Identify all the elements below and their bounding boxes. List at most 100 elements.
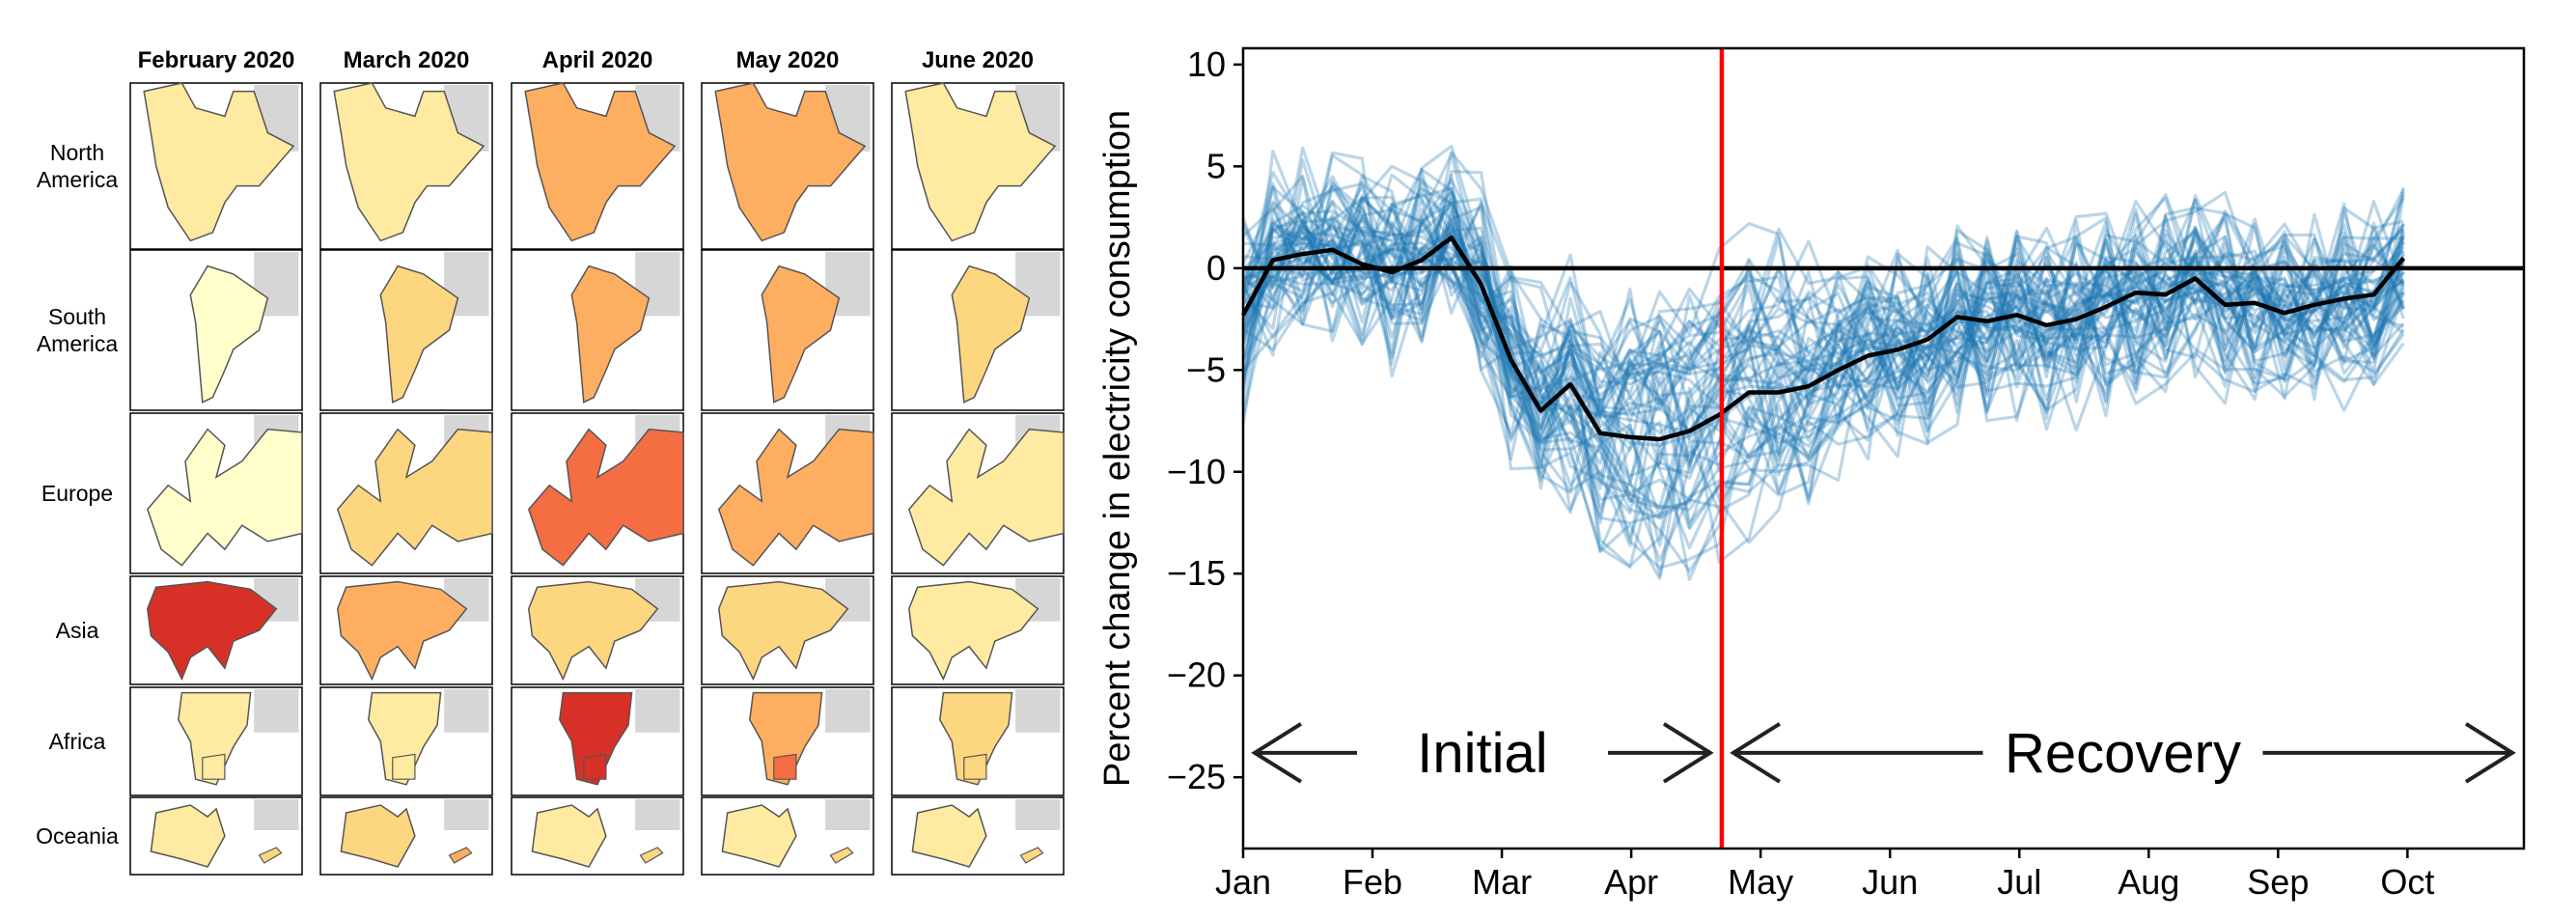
map-cell	[891, 686, 1065, 796]
region-shape	[904, 82, 1057, 242]
map-row-label: Asia	[56, 618, 99, 643]
map-cell	[319, 412, 493, 574]
map-cell	[891, 796, 1065, 876]
map-column-header: March 2020	[344, 47, 470, 73]
mean-line	[1241, 235, 2406, 442]
country-series-line	[1241, 223, 2404, 504]
country-series-line	[1241, 190, 2405, 406]
country-series-line	[1241, 185, 2405, 432]
region-shape	[908, 580, 1039, 682]
country-series-line	[1242, 197, 2405, 430]
region-shape	[559, 691, 633, 786]
electricity-line-chart: Initial Recovery 10 5 0 −5 −10 −15 −20 −25 Jan Fe…	[1097, 44, 2526, 902]
country-series-line	[1241, 173, 2405, 452]
country-series-line	[1241, 207, 2404, 478]
y-tick-label: −25	[1167, 757, 1226, 796]
x-tick-label: May	[1728, 862, 1793, 902]
y-axis-title: Percent change in electricity consumptio…	[1097, 110, 1138, 787]
country-series-line	[1241, 227, 2404, 435]
region-shape	[147, 580, 278, 682]
country-series-line	[1241, 194, 2405, 540]
region-shape	[939, 691, 1013, 786]
map-cell	[511, 686, 684, 796]
annotation-arrowhead-right	[1662, 722, 1714, 784]
country-series-line	[1241, 218, 2405, 501]
country-series-line	[1242, 242, 2405, 380]
y-tick-label: 10	[1187, 44, 1226, 84]
map-cell	[701, 686, 874, 796]
region-shape	[951, 265, 1031, 404]
annotation-arrowhead-left	[1730, 722, 1782, 784]
country-series-line	[1241, 174, 2405, 524]
map-column-header: April 2020	[542, 47, 653, 73]
region-shape	[911, 804, 987, 868]
country-series-line	[1241, 181, 2405, 461]
region-shape	[570, 265, 651, 404]
region-shape	[524, 82, 677, 242]
map-cell	[891, 82, 1065, 250]
map-column-header: May 2020	[736, 47, 840, 73]
y-axis: 10 5 0 −5 −10 −15 −20 −25	[1167, 44, 1243, 796]
map-cell	[319, 686, 493, 796]
region-shape	[146, 428, 303, 567]
map-cell	[701, 796, 874, 876]
country-series-line	[1241, 153, 2405, 562]
country-series-line	[1241, 185, 2405, 550]
x-tick-label: Oct	[2380, 862, 2434, 902]
map-cell	[701, 82, 874, 250]
annotation-arrowhead-right	[2464, 722, 2516, 784]
map-cell	[701, 249, 874, 411]
region-shape	[718, 580, 849, 682]
region-shape	[189, 265, 269, 404]
country-series-line	[1241, 219, 2405, 418]
country-series-line	[1241, 164, 2405, 487]
country-series-line	[1242, 168, 2404, 494]
map-cell	[511, 575, 684, 685]
country-series-line	[1241, 170, 2405, 510]
country-series-line	[1241, 186, 2405, 406]
map-cell	[511, 249, 684, 411]
country-series-line	[1241, 144, 2405, 581]
country-series-line	[1242, 186, 2405, 582]
region-shape	[336, 428, 493, 567]
country-series-line	[1241, 153, 2405, 573]
map-column-header: June 2020	[922, 47, 1034, 73]
x-tick-label: Apr	[1604, 862, 1658, 902]
region-shape	[178, 691, 252, 786]
map-cell	[511, 412, 684, 574]
map-cell	[129, 412, 303, 574]
map-cell	[701, 575, 874, 685]
map-cell	[319, 82, 493, 250]
map-cell	[511, 82, 684, 250]
x-tick-label: Aug	[2118, 862, 2179, 902]
region-shape	[907, 428, 1065, 567]
country-series-line	[1241, 231, 2405, 512]
map-grid-panel: February 2020 March 2020 April 2020 May 202…	[36, 47, 1065, 876]
region-shape	[379, 265, 459, 404]
region-shape	[143, 82, 295, 242]
map-row-label: Africa	[49, 729, 106, 754]
y-tick-label: 0	[1206, 248, 1226, 288]
annotation-label: Recovery	[2005, 722, 2241, 785]
map-column-header: February 2020	[138, 47, 295, 73]
map-cell	[701, 412, 874, 574]
region-shape	[528, 580, 659, 682]
map-row-label: Europe	[42, 481, 113, 506]
phase-annotations: Initial Recovery	[1251, 722, 2516, 785]
country-series-line	[1241, 170, 2405, 473]
region-shape	[721, 804, 797, 868]
country-series-group	[1241, 144, 2405, 582]
country-series-line	[1242, 151, 2405, 490]
region-shape	[527, 428, 684, 567]
country-series-line	[1241, 182, 2405, 403]
map-cell	[319, 796, 493, 876]
country-series-line	[1241, 180, 2405, 547]
y-tick-label: −20	[1167, 655, 1226, 695]
annotation-arrowhead-left	[1251, 722, 1303, 784]
map-cell	[319, 249, 493, 411]
annotation-label: Initial	[1417, 722, 1547, 785]
map-cell	[129, 82, 303, 250]
map-cell	[129, 796, 303, 876]
x-tick-label: Sep	[2247, 862, 2309, 902]
